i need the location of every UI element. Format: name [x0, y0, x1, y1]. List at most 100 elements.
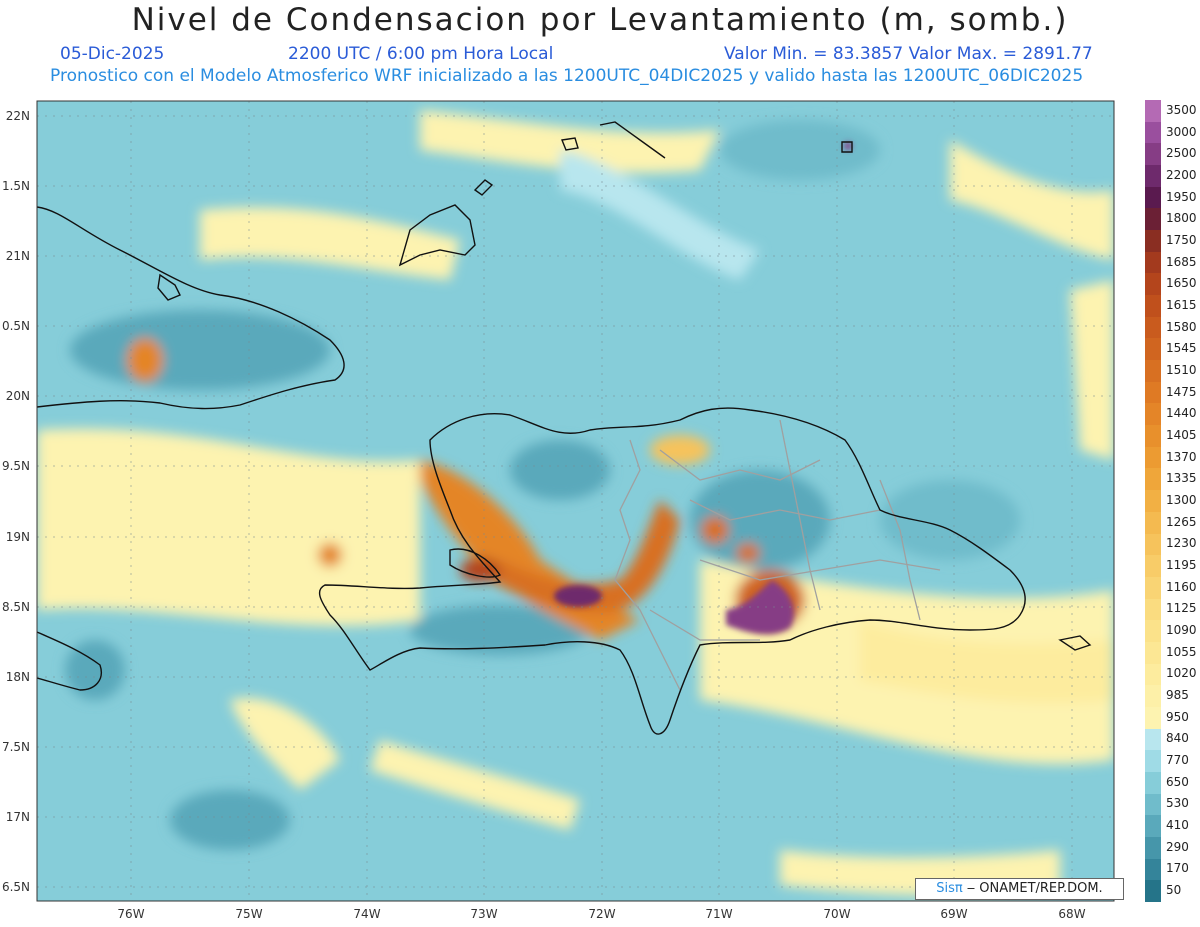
colorbar-swatch	[1145, 533, 1161, 556]
colorbar-swatch	[1145, 793, 1161, 816]
lat-label: 19N	[5, 530, 30, 544]
colorbar-label: 1405	[1166, 427, 1197, 442]
colorbar-swatch	[1145, 186, 1161, 209]
lon-label: 72W	[588, 907, 616, 921]
colorbar-label: 2500	[1166, 146, 1197, 161]
map-title: Nivel de Condensacion por Levantamiento …	[131, 2, 1069, 38]
lon-label: 75W	[235, 907, 263, 921]
model-description: Pronostico con el Modelo Atmosferico WRF…	[50, 66, 1084, 86]
colorbar-swatch	[1145, 165, 1161, 188]
colorbar-label: 1650	[1166, 276, 1197, 291]
colorbar-swatch	[1145, 230, 1161, 253]
colorbar-label: 1800	[1166, 211, 1197, 226]
lat-label: 20N	[5, 389, 30, 403]
colorbar-swatch	[1145, 251, 1161, 274]
colorbar-swatch	[1145, 815, 1161, 838]
lon-label: 70W	[823, 907, 851, 921]
forecast-date: 05-Dic-2025	[60, 44, 165, 64]
lat-label: 8.5N	[1, 600, 30, 614]
colorbar-label: 950	[1166, 709, 1189, 724]
lat-label: 18N	[5, 670, 30, 684]
colorbar-swatch	[1145, 490, 1161, 513]
colorbar-label: 1265	[1166, 514, 1197, 529]
colorbar-swatch	[1145, 360, 1161, 383]
lon-label: 71W	[705, 907, 733, 921]
colorbar-label: 290	[1166, 839, 1189, 854]
colorbar	[1145, 100, 1161, 903]
colorbar-label: 1475	[1166, 384, 1197, 399]
colorbar-swatch	[1145, 425, 1161, 448]
colorbar-swatch	[1145, 620, 1161, 643]
colorbar-swatch	[1145, 121, 1161, 144]
colorbar-swatch	[1145, 316, 1161, 339]
lon-label: 68W	[1058, 907, 1086, 921]
colorbar-swatch	[1145, 295, 1161, 318]
colorbar-label: 1580	[1166, 319, 1197, 334]
colorbar-swatch	[1145, 598, 1161, 621]
colorbar-label: 1090	[1166, 623, 1197, 638]
colorbar-label: 3000	[1166, 124, 1197, 139]
colorbar-label: 840	[1166, 731, 1189, 746]
colorbar-label: 410	[1166, 818, 1189, 833]
lat-label: 17N	[5, 810, 30, 824]
colorbar-label: 1160	[1166, 579, 1197, 594]
colorbar-swatch	[1145, 446, 1161, 469]
colorbar-swatch	[1145, 750, 1161, 773]
colorbar-swatch	[1145, 663, 1161, 686]
colorbar-swatch	[1145, 836, 1161, 860]
colorbar-swatch	[1145, 576, 1161, 600]
colorbar-label: 1615	[1166, 297, 1197, 312]
lat-label: 22N	[5, 109, 30, 123]
colorbar-label: 1950	[1166, 189, 1197, 204]
lcl-maxima	[554, 142, 852, 635]
colorbar-swatch	[1145, 641, 1161, 665]
colorbar-label: 770	[1166, 753, 1189, 768]
colorbar-swatch	[1145, 468, 1161, 491]
colorbar-label: 1055	[1166, 644, 1197, 659]
colorbar-label: 50	[1166, 883, 1182, 898]
value-range: Valor Min. = 83.3857 Valor Max. = 2891.7…	[724, 44, 1093, 64]
colorbar-swatch	[1145, 728, 1161, 751]
colorbar-label: 1545	[1166, 341, 1197, 356]
lat-label: 21N	[5, 249, 30, 263]
colorbar-swatch	[1145, 208, 1161, 231]
province-borders	[614, 419, 941, 691]
colorbar-label: 650	[1166, 774, 1189, 789]
colorbar-swatch	[1145, 338, 1161, 361]
graticule	[37, 101, 1114, 901]
lon-label: 76W	[117, 907, 145, 921]
colorbar-label: 1195	[1166, 558, 1197, 573]
colorbar-swatch	[1145, 771, 1161, 795]
credit-box: Sisπ ‒ ONAMET/REP.DOM.	[915, 878, 1124, 900]
colorbar-label: 1370	[1166, 449, 1197, 464]
colorbar-swatch	[1145, 273, 1161, 296]
colorbar-label: 530	[1166, 796, 1189, 811]
lon-label: 73W	[470, 907, 498, 921]
colorbar-swatch	[1145, 555, 1161, 578]
coastlines	[37, 121, 1092, 735]
lcl-shading	[37, 110, 1114, 896]
colorbar-label: 1510	[1166, 362, 1197, 377]
colorbar-label: 1020	[1166, 666, 1197, 681]
lat-label: 9.5N	[1, 459, 30, 473]
colorbar-label: 985	[1166, 688, 1189, 703]
lon-label: 74W	[353, 907, 381, 921]
lat-label: 6.5N	[1, 880, 30, 894]
map-frame	[36, 100, 1115, 902]
forecast-time: 2200 UTC / 6:00 pm Hora Local	[288, 44, 554, 64]
colorbar-swatch	[1145, 403, 1161, 426]
colorbar-label: 1125	[1166, 601, 1197, 616]
colorbar-label: 170	[1166, 861, 1189, 876]
colorbar-label: 1335	[1166, 471, 1197, 486]
colorbar-swatch	[1145, 381, 1161, 404]
colorbar-label: 2200	[1166, 167, 1197, 182]
colorbar-swatch	[1145, 880, 1161, 903]
colorbar-swatch	[1145, 100, 1161, 123]
colorbar-label: 1300	[1166, 493, 1197, 507]
colorbar-swatch	[1145, 143, 1161, 166]
colorbar-label: 3500	[1166, 102, 1197, 117]
colorbar-swatch	[1145, 685, 1161, 708]
colorbar-label: 1685	[1166, 254, 1197, 269]
lat-label: 1.5N	[1, 179, 30, 193]
